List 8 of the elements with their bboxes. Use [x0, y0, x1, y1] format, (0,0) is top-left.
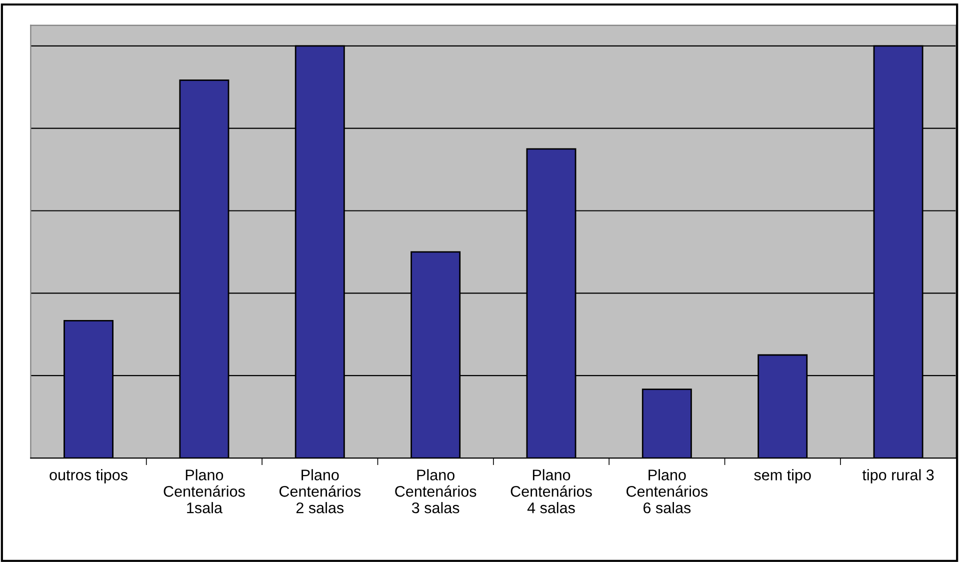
x-tick-label: Plano Centenários 4 salas: [510, 469, 592, 514]
x-tick-label: Plano Centenários 2 salas: [279, 469, 361, 514]
x-tick-label: sem tipo: [754, 469, 811, 484]
x-tick-label: Plano Centenários 1sala: [164, 469, 245, 514]
x-tick-label: tipo rural 3: [862, 469, 934, 484]
x-tick-label: Plano Centenários 6 salas: [626, 469, 708, 514]
x-tick-label: outros tipos: [50, 469, 128, 484]
x-tick-label: Plano Centenários 3 salas: [395, 469, 476, 514]
